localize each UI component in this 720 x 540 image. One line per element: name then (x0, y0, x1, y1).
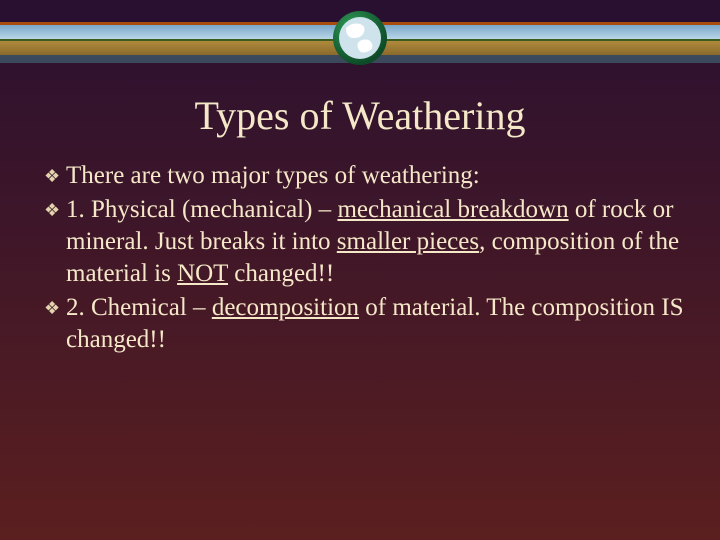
bullet-text: 1. Physical (mechanical) – mechanical br… (66, 194, 684, 290)
bullet-item: ❖2. Chemical – decomposition of material… (44, 292, 684, 356)
landscape-panel-left (0, 25, 360, 63)
bullet-glyph-icon: ❖ (44, 292, 66, 320)
bullet-item: ❖There are two major types of weathering… (44, 160, 684, 192)
slide-title: Types of Weathering (0, 92, 720, 139)
slide: Types of Weathering ❖There are two major… (0, 0, 720, 540)
landscape-panel-right (360, 25, 720, 63)
globe-icon (332, 10, 388, 66)
bullet-text: There are two major types of weathering: (66, 160, 684, 192)
bullet-item: ❖1. Physical (mechanical) – mechanical b… (44, 194, 684, 290)
bullet-glyph-icon: ❖ (44, 194, 66, 222)
slide-body: ❖There are two major types of weathering… (44, 160, 684, 358)
bullet-text: 2. Chemical – decomposition of material.… (66, 292, 684, 356)
bullet-glyph-icon: ❖ (44, 160, 66, 188)
